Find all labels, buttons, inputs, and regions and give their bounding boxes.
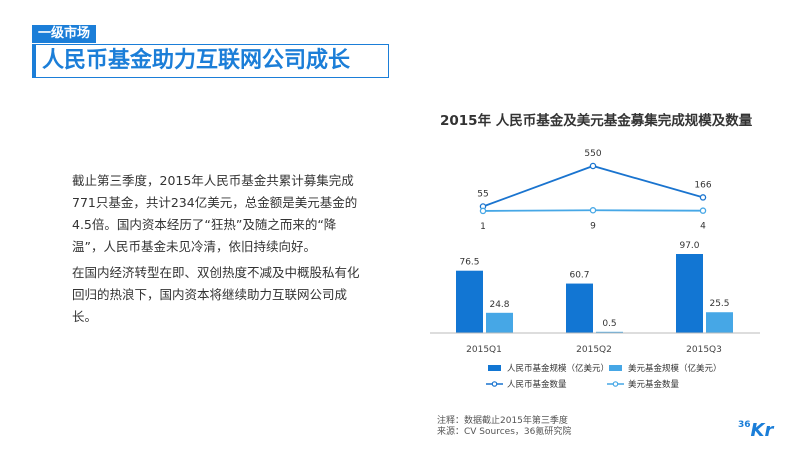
chart-note: 注释：数据截止2015年第三季度 (437, 416, 568, 426)
chart-title: 2015年 人民币基金及美元基金募集完成规模及数量 (440, 113, 753, 129)
bar-usd-scale (596, 331, 623, 333)
line-value-label: 55 (477, 190, 488, 200)
bar-rmb-scale (676, 254, 703, 333)
body-paragraph-2: 在国内经济转型在即、双创热度不减及中概股私有化回归的热浪下，国内资本将继续助力互… (72, 265, 360, 324)
slide-title-bar: 人民币基金助力互联网公司成长 (32, 44, 389, 78)
bar-value-label: 25.5 (709, 299, 729, 309)
bar-value-label: 60.7 (569, 271, 589, 281)
title-accent-bar (32, 45, 36, 77)
bar-usd-scale (706, 312, 733, 333)
36kr-logo: 36Kr (738, 420, 774, 441)
bar-usd-scale (486, 312, 513, 333)
legend-label: 美元基金数量 (628, 379, 680, 390)
body-paragraph-1: 截止第三季度，2015年人民币基金共累计募集完成771只基金，共计234亿美元，… (72, 173, 358, 254)
legend-label: 人民币基金规模（亿美元） (507, 363, 609, 374)
legend-label: 美元基金规模（亿美元） (628, 363, 722, 374)
legend-swatch (609, 365, 622, 371)
line-point (589, 207, 597, 214)
line-value-label: 4 (700, 222, 706, 232)
line-point (589, 162, 597, 170)
bar-value-label: 97.0 (679, 241, 699, 251)
bar-value-label: 76.5 (459, 258, 479, 268)
chart-source: 来源：CV Sources，36氪研究院 (437, 427, 572, 437)
legend-marker (612, 381, 619, 387)
slide-title: 人民币基金助力互联网公司成长 (42, 48, 351, 73)
x-tick-label: 2015Q2 (576, 345, 612, 355)
line-point (479, 207, 487, 215)
line-value-label: 166 (694, 180, 711, 190)
line-point (699, 194, 707, 201)
line-value-label: 550 (584, 149, 601, 159)
bar-rmb-scale (456, 270, 483, 333)
legend-marker (491, 381, 498, 387)
line-value-label: 1 (480, 222, 486, 232)
legend-swatch (488, 365, 501, 371)
line-value-label: 9 (590, 221, 596, 231)
line-point (699, 207, 707, 214)
x-tick-label: 2015Q1 (466, 345, 502, 355)
x-tick-label: 2015Q3 (686, 345, 722, 355)
bar-rmb-scale (566, 283, 593, 333)
bar-value-label: 0.5 (602, 319, 616, 329)
legend-label: 人民币基金数量 (507, 379, 567, 390)
line-series-rmb-count (482, 165, 704, 208)
bar-value-label: 24.8 (489, 300, 509, 310)
section-tag: 一级市场 (32, 25, 97, 43)
